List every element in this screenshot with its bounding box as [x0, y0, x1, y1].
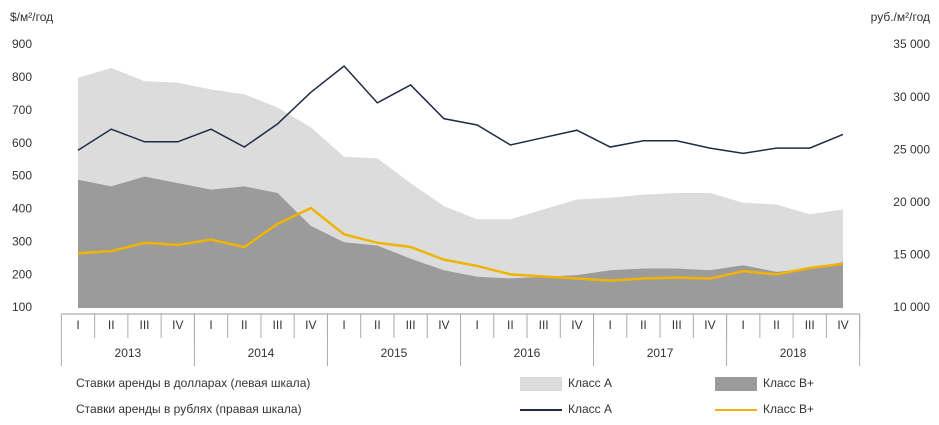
y2-tick-label: 10 000 — [893, 300, 930, 314]
x-tick-label: III — [273, 318, 283, 332]
x-tick-label: II — [773, 318, 780, 332]
x-tick-label: I — [342, 318, 345, 332]
y-axis-label: $/м²/год — [10, 10, 53, 24]
x-tick-label: II — [108, 318, 115, 332]
x-tick-label: I — [76, 318, 79, 332]
y-tick-label: 900 — [12, 37, 32, 51]
y2-tick-label: 25 000 — [893, 142, 930, 156]
x-tick-label: IV — [172, 318, 183, 332]
x-tick-label: II — [374, 318, 381, 332]
legend-group: Ставки аренды в долларах (левая шкала) — [76, 376, 310, 390]
y2-tick-label: 35 000 — [893, 37, 930, 51]
x-tick-label: IV — [305, 318, 316, 332]
year-label: 2017 — [647, 346, 674, 360]
y-tick-label: 800 — [12, 70, 32, 84]
x-tick-label: IV — [704, 318, 715, 332]
x-tick-label: IV — [837, 318, 848, 332]
year-label: 2015 — [381, 346, 408, 360]
x-tick-label: I — [475, 318, 478, 332]
y-tick-label: 400 — [12, 202, 32, 216]
y2-axis-label: руб./м²/год — [871, 10, 930, 24]
y2-tick-label: 15 000 — [893, 248, 930, 262]
y-tick-label: 600 — [12, 136, 32, 150]
x-tick-label: II — [640, 318, 647, 332]
x-tick-label: III — [539, 318, 549, 332]
area — [78, 176, 843, 308]
x-tick-label: II — [241, 318, 248, 332]
x-tick-label: II — [507, 318, 514, 332]
x-tick-label: III — [406, 318, 416, 332]
x-tick-label: I — [742, 318, 745, 332]
x-tick-label: I — [209, 318, 212, 332]
x-tick-label: III — [140, 318, 150, 332]
y-tick-label: 500 — [12, 169, 32, 183]
x-tick-label: IV — [571, 318, 582, 332]
legend-group: Ставки аренды в рублях (правая шкала) — [76, 402, 302, 416]
line — [77, 65, 844, 155]
legend-label: Класс А — [568, 376, 612, 390]
legend-swatch — [715, 377, 757, 391]
legend-swatch — [520, 377, 562, 391]
y-tick-label: 100 — [12, 300, 32, 314]
year-label: 2013 — [115, 346, 142, 360]
y-tick-label: 300 — [12, 234, 32, 248]
x-tick-label: III — [672, 318, 682, 332]
y-tick-label: 200 — [12, 267, 32, 281]
line — [77, 206, 844, 282]
legend-label: Класс В+ — [763, 402, 814, 416]
year-label: 2018 — [780, 346, 807, 360]
y-tick-label: 700 — [12, 103, 32, 117]
x-tick-label: IV — [438, 318, 449, 332]
x-tick-label: III — [805, 318, 815, 332]
year-label: 2014 — [248, 346, 275, 360]
y2-tick-label: 20 000 — [893, 195, 930, 209]
x-tick-label: I — [609, 318, 612, 332]
y2-tick-label: 30 000 — [893, 90, 930, 104]
legend-label: Класс А — [568, 402, 612, 416]
year-label: 2016 — [514, 346, 541, 360]
legend-label: Класс В+ — [763, 376, 814, 390]
